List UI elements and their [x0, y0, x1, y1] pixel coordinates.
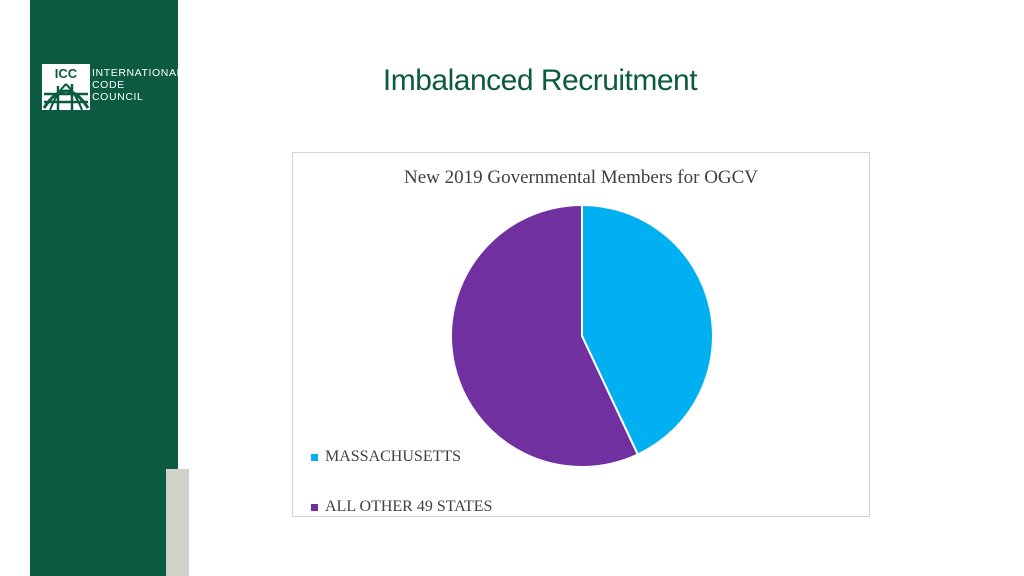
svg-text:ICC: ICC — [55, 66, 78, 81]
pie-slice-massachusetts — [581, 203, 714, 456]
legend-item-massachusetts: MASSACHUSETTS — [311, 445, 492, 469]
logo-line: CODE — [92, 79, 125, 91]
page-title: Imbalanced Recruitment — [382, 64, 698, 97]
pie-slice-all-other-49-states — [450, 203, 640, 468]
logo-line: COUNCIL — [92, 91, 144, 103]
legend-swatch — [311, 503, 318, 511]
legend-item-other-states: ALL OTHER 49 STATES — [311, 495, 492, 519]
logo-text: INTERNATIONAL CODE COUNCIL — [92, 67, 183, 103]
icc-logo: ICC INTERNATIONAL CODE COUNCIL — [42, 64, 182, 112]
logo-line: INTERNATIONAL — [92, 67, 184, 79]
legend-label: ALL OTHER 49 STATES — [325, 498, 493, 515]
sidebar-tab — [166, 469, 189, 576]
icc-globe-icon: ICC — [42, 64, 90, 110]
pie-chart — [450, 203, 714, 468]
chart-legend: MASSACHUSETTS ALL OTHER 49 STATES — [311, 445, 492, 545]
legend-label: MASSACHUSETTS — [325, 448, 462, 465]
chart-title: New 2019 Governmental Members for OGCV — [403, 167, 759, 188]
legend-swatch — [311, 453, 318, 461]
chart-frame: New 2019 Governmental Members for OGCV M… — [292, 152, 870, 517]
